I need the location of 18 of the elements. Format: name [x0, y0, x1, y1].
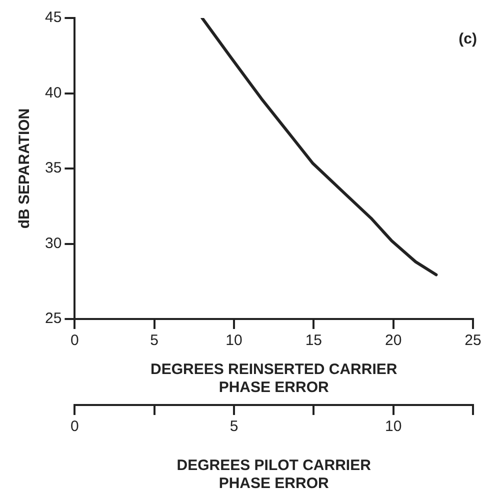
y-tick-label: 45 [44, 9, 62, 26]
x-tick-label: 5 [150, 332, 159, 350]
x2-tick-label: 5 [230, 418, 238, 436]
y-tick-label: 40 [44, 84, 62, 102]
x2-axis-title: DEGREES PILOT CARRIER PHASE ERROR [176, 457, 372, 492]
annotation: (c) [458, 30, 477, 48]
x-axis-title: DEGREES REINSERTED CARRIER PHASE ERROR [150, 361, 398, 396]
y-tick-label: 35 [44, 160, 62, 177]
y-tick-label: 30 [44, 234, 62, 252]
x-tick-label: 25 [464, 332, 482, 350]
x-tick-label: 15 [305, 332, 322, 350]
x-tick-label: 0 [70, 332, 79, 350]
y-axis-title: dB SEPARATION [16, 108, 34, 229]
y-tick-label: 25 [44, 310, 62, 328]
x-tick-label: 20 [384, 332, 402, 350]
x2-tick-label: 10 [384, 418, 402, 436]
x-tick-label: 10 [226, 332, 242, 350]
x2-tick-label: 0 [70, 418, 79, 436]
